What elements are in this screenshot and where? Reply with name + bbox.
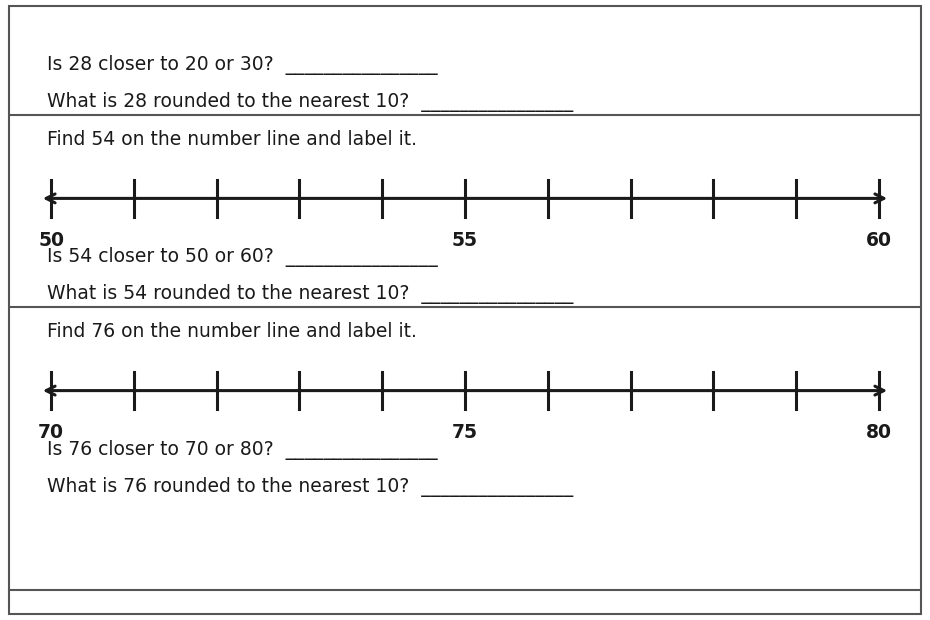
Text: 70: 70: [38, 423, 64, 442]
Text: 75: 75: [452, 423, 478, 442]
Text: 60: 60: [866, 231, 892, 250]
Text: What is 76 rounded to the nearest 10?  ________________: What is 76 rounded to the nearest 10? __…: [46, 477, 573, 497]
Text: Find 54 on the number line and label it.: Find 54 on the number line and label it.: [46, 130, 417, 149]
Text: 50: 50: [38, 231, 64, 250]
FancyBboxPatch shape: [9, 6, 921, 614]
Text: Is 54 closer to 50 or 60?  ________________: Is 54 closer to 50 or 60? ______________…: [46, 247, 437, 267]
Text: Is 28 closer to 20 or 30?  ________________: Is 28 closer to 20 or 30? ______________…: [46, 55, 437, 75]
Text: Is 76 closer to 70 or 80?  ________________: Is 76 closer to 70 or 80? ______________…: [46, 440, 437, 459]
Text: What is 54 rounded to the nearest 10?  ________________: What is 54 rounded to the nearest 10? __…: [46, 285, 573, 304]
Text: 55: 55: [452, 231, 478, 250]
Text: 80: 80: [866, 423, 892, 442]
Text: What is 28 rounded to the nearest 10?  ________________: What is 28 rounded to the nearest 10? __…: [46, 92, 573, 112]
Text: Find 76 on the number line and label it.: Find 76 on the number line and label it.: [46, 322, 417, 341]
